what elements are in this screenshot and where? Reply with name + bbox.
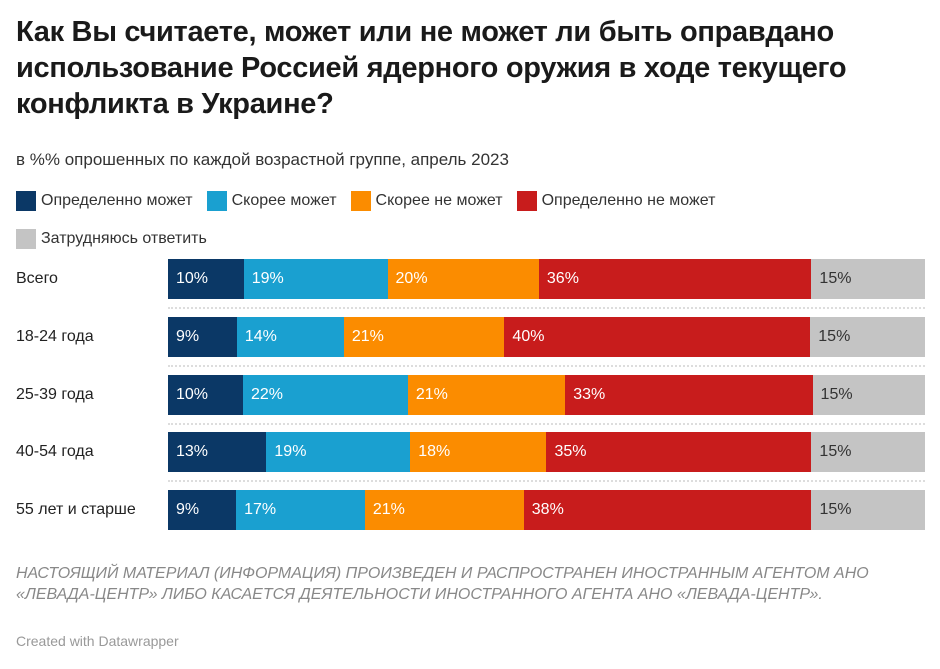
bar-segment: 15% — [811, 432, 925, 472]
bar-segment: 21% — [407, 375, 566, 415]
legend-item: Затрудняюсь ответить — [16, 228, 207, 250]
data-label: 15% — [820, 386, 853, 403]
data-label: 33% — [573, 386, 606, 403]
legend-item: Скорее не может — [350, 190, 503, 212]
data-label: 18% — [418, 443, 451, 460]
row-separator — [168, 307, 925, 309]
row-separator — [168, 423, 925, 425]
data-label: 14% — [244, 328, 277, 345]
legend-swatch — [16, 191, 36, 211]
data-label: 13% — [176, 443, 209, 460]
data-label: 36% — [546, 270, 579, 287]
data-label: 17% — [244, 501, 277, 518]
legend-swatch — [350, 191, 371, 211]
bar-segment: 22% — [242, 375, 408, 415]
data-label: 10% — [176, 270, 209, 287]
data-label: 9% — [176, 501, 200, 518]
data-label: 35% — [554, 443, 587, 460]
legend-swatch — [16, 229, 36, 249]
bar-segment: 40% — [504, 317, 811, 357]
bar-segment: 20% — [387, 259, 539, 299]
stacked-bar: 10% 19% 20% 36% 15% — [168, 259, 925, 299]
data-label: 19% — [251, 270, 284, 287]
bar-segment: 10% — [168, 375, 243, 415]
stacked-bar: 9% 14% 21% 40% 15% — [168, 317, 925, 357]
data-label: 15% — [819, 501, 852, 518]
data-label: 21% — [351, 328, 384, 345]
bar-segment: 21% — [364, 490, 524, 530]
category-label: 40-54 года — [16, 443, 94, 460]
chart-subtitle: в %% опрошенных по каждой возрастной гру… — [16, 150, 509, 169]
category-label: 25-39 года — [16, 386, 94, 403]
data-label: 38% — [531, 501, 564, 518]
stacked-bar: 10% 22% 21% 33% 15% — [168, 375, 925, 415]
bar-segment: 35% — [546, 432, 812, 472]
bar-segment: 14% — [236, 317, 344, 357]
legend-label: Затрудняюсь ответить — [41, 230, 207, 247]
data-label: 21% — [415, 386, 448, 403]
row-separator — [168, 365, 925, 367]
data-label: 15% — [818, 328, 851, 345]
data-label: 22% — [250, 386, 283, 403]
bar-segment: 15% — [810, 317, 925, 357]
data-label: 20% — [395, 270, 428, 287]
bar-segment: 13% — [168, 432, 267, 472]
bar-segment: 9% — [168, 490, 237, 530]
stacked-bar: 9% 17% 21% 38% 15% — [168, 490, 925, 530]
legend-item: Скорее может — [206, 190, 337, 212]
category-label: Всего — [16, 270, 58, 287]
legend-swatch — [516, 191, 537, 211]
bar-segment: 15% — [811, 490, 925, 530]
data-label: 10% — [176, 386, 209, 403]
bar-segment: 21% — [343, 317, 505, 357]
data-label: 19% — [274, 443, 307, 460]
data-label: 15% — [819, 270, 852, 287]
bar-segment: 15% — [811, 259, 925, 299]
foreign-agent-note: НАСТОЯЩИЙ МАТЕРИАЛ (ИНФОРМАЦИЯ) ПРОИЗВЕД… — [16, 565, 869, 603]
chart-title: Как Вы считаете, может или не может ли б… — [16, 16, 847, 120]
bar-segment: 36% — [538, 259, 812, 299]
legend-label: Скорее может — [231, 192, 337, 209]
bar-segment: 19% — [266, 432, 411, 472]
category-label: 18-24 года — [16, 328, 94, 345]
bar-segment: 17% — [236, 490, 365, 530]
legend-item: Определенно не может — [516, 190, 716, 212]
data-label: 21% — [372, 501, 405, 518]
category-label: 55 лет и старше — [16, 501, 136, 518]
data-label: 9% — [176, 328, 200, 345]
legend-label: Скорее не может — [375, 192, 503, 209]
bar-segment: 10% — [168, 259, 244, 299]
bar-segment: 33% — [565, 375, 813, 415]
bar-segment: 19% — [243, 259, 388, 299]
bar-segment: 38% — [523, 490, 812, 530]
legend-label: Определенно не может — [541, 192, 716, 209]
stacked-bar: 13% 19% 18% 35% 15% — [168, 432, 925, 472]
legend-label: Определенно может — [41, 192, 193, 209]
bar-segment: 18% — [410, 432, 547, 472]
data-label: 15% — [819, 443, 852, 460]
legend-swatch — [206, 191, 227, 211]
credit: Created with Datawrapper — [16, 633, 179, 649]
data-label: 40% — [512, 328, 545, 345]
row-separator — [168, 480, 925, 482]
bar-segment: 9% — [168, 317, 237, 357]
bar-segment: 15% — [812, 375, 925, 415]
legend: Определенно может Скорее может Скорее не м… — [16, 190, 916, 250]
legend-item: Определенно может — [16, 190, 193, 212]
